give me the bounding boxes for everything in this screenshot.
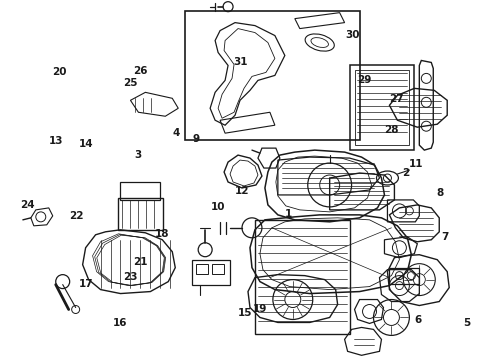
- Text: 28: 28: [384, 125, 399, 135]
- Bar: [185, 11, 360, 140]
- Text: 4: 4: [173, 129, 180, 138]
- Text: 17: 17: [79, 279, 94, 289]
- Text: 19: 19: [252, 304, 267, 314]
- Text: 30: 30: [345, 30, 360, 40]
- Text: 24: 24: [21, 200, 35, 210]
- Text: 20: 20: [52, 67, 67, 77]
- Text: 25: 25: [123, 78, 138, 88]
- Text: 6: 6: [415, 315, 422, 325]
- Text: 27: 27: [389, 94, 404, 104]
- Text: 3: 3: [134, 150, 141, 160]
- Text: 2: 2: [402, 168, 410, 178]
- Text: 14: 14: [79, 139, 94, 149]
- Text: 31: 31: [233, 57, 247, 67]
- Bar: [192, 260, 230, 285]
- Text: 11: 11: [409, 159, 423, 169]
- Text: 15: 15: [238, 308, 252, 318]
- Text: 1: 1: [285, 209, 293, 219]
- Text: 29: 29: [357, 75, 372, 85]
- Bar: [390, 268, 419, 284]
- Bar: [212, 264, 224, 274]
- Bar: [355, 71, 409, 145]
- Bar: [119, 198, 163, 230]
- Text: 12: 12: [235, 186, 250, 196]
- Text: 21: 21: [133, 257, 147, 267]
- Text: 8: 8: [437, 188, 444, 198]
- Text: 18: 18: [155, 229, 169, 239]
- Text: 13: 13: [49, 136, 63, 145]
- Text: 22: 22: [70, 211, 84, 221]
- Text: 26: 26: [133, 66, 147, 76]
- Text: 9: 9: [193, 134, 200, 144]
- Text: 10: 10: [211, 202, 225, 212]
- Text: 7: 7: [441, 232, 449, 242]
- Bar: [196, 264, 208, 274]
- Bar: [121, 182, 160, 200]
- Text: 16: 16: [113, 319, 128, 328]
- Bar: [255, 220, 349, 334]
- Text: 23: 23: [123, 272, 138, 282]
- Text: 5: 5: [464, 319, 471, 328]
- Bar: [349, 66, 415, 150]
